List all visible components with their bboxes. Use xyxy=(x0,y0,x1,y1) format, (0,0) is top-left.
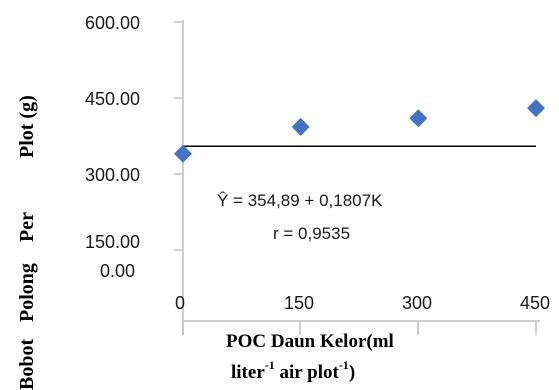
data-points xyxy=(174,99,545,163)
y-tick-label-150: 150.00 xyxy=(85,232,140,252)
x-axis-title-sup2: -1 xyxy=(339,358,349,372)
x-axis-title-liter: liter xyxy=(231,362,265,383)
data-point-2 xyxy=(409,109,428,128)
y-axis-title-part2: Polong xyxy=(16,263,38,322)
y-axis-title-part1: Bobot xyxy=(16,339,38,390)
y-tick-label-300: 300.00 xyxy=(85,165,140,185)
y-tick-label-0: 0.00 xyxy=(100,261,135,281)
data-point-1 xyxy=(291,117,310,136)
data-point-0 xyxy=(174,144,192,163)
equation-annotation: Ŷ = 354,89 + 0,1807K xyxy=(217,191,383,210)
x-tick-label-150: 150 xyxy=(284,293,314,313)
y-axis-title-part3: Per xyxy=(16,212,38,242)
r-value-annotation: r = 0,9535 xyxy=(273,224,350,243)
x-tick-label-0: 0 xyxy=(175,293,185,313)
x-axis-title-line2: liter-1 air plot-1) xyxy=(231,358,355,383)
y-tick-label-600: 600.00 xyxy=(85,13,140,33)
x-axis-title-sup1: -1 xyxy=(265,358,275,372)
x-axis-title-air-plot: air plot xyxy=(275,362,340,383)
y-tick-label-450: 450.00 xyxy=(85,89,140,109)
x-tick-label-450: 450 xyxy=(520,293,550,313)
y-axis-title-part4: Plot (g) xyxy=(16,95,38,158)
data-point-3 xyxy=(527,99,545,118)
x-tick-label-300: 300 xyxy=(402,293,432,313)
x-axis-title-close: ) xyxy=(349,362,355,383)
x-axis-title-line1: POC Daun Kelor(ml xyxy=(226,331,394,352)
